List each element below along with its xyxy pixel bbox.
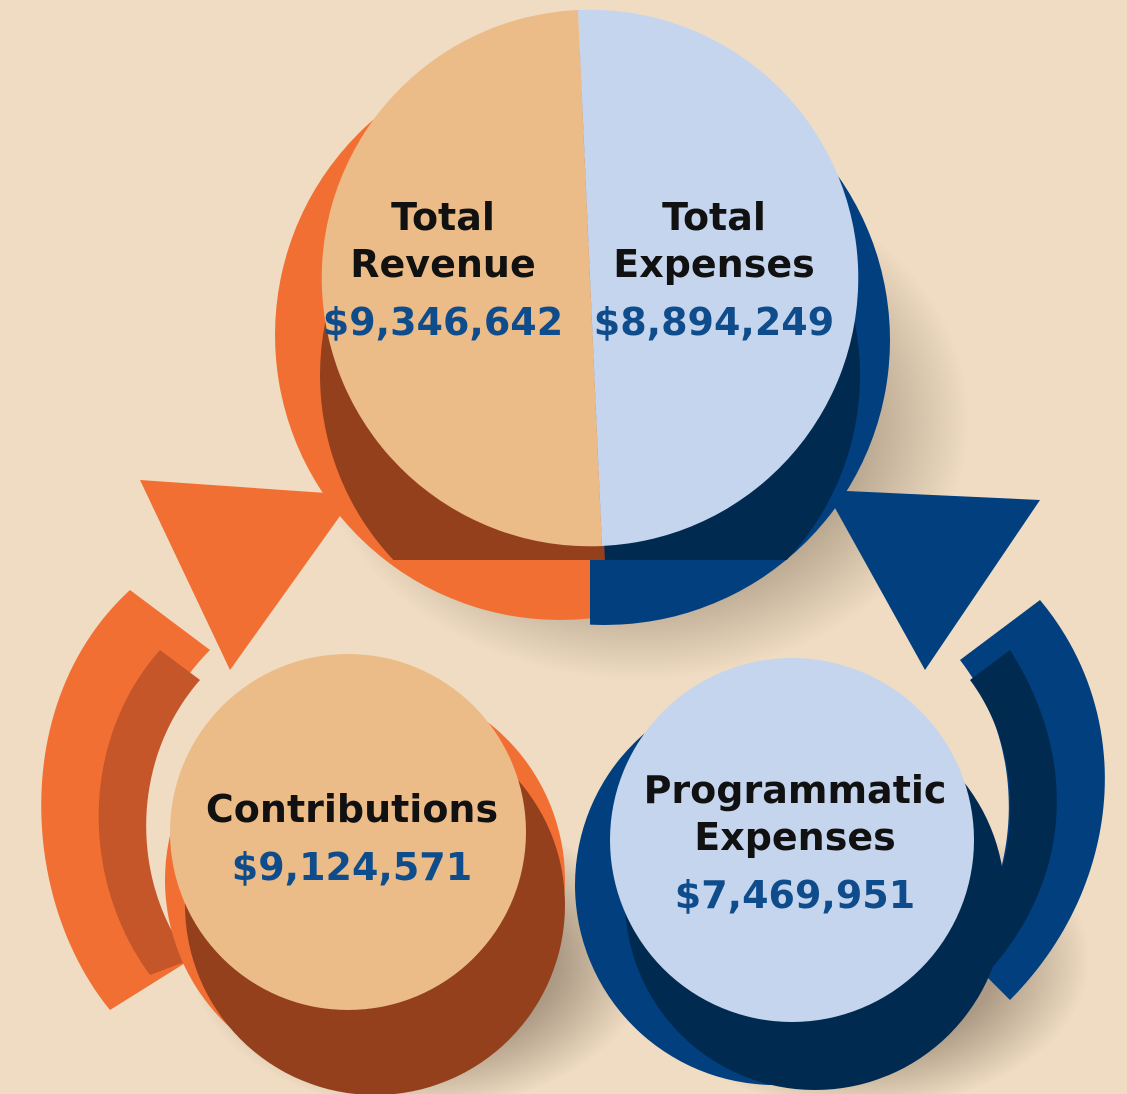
node-label: Total bbox=[391, 195, 495, 239]
node-label: Total bbox=[662, 195, 766, 239]
page: Total Revenue $9,346,642 Total Expenses … bbox=[0, 0, 1127, 1094]
diagram: Total Revenue $9,346,642 Total Expenses … bbox=[0, 0, 1127, 1094]
node-label: Expenses bbox=[694, 815, 896, 859]
contributions-circle bbox=[170, 654, 526, 1010]
node-amount: $9,346,642 bbox=[323, 300, 563, 344]
node-label: Contributions bbox=[206, 787, 498, 831]
node-label: Revenue bbox=[350, 242, 535, 286]
node-amount: $7,469,951 bbox=[675, 873, 915, 917]
node-label: Programmatic bbox=[644, 768, 947, 812]
node-amount: $9,124,571 bbox=[232, 845, 472, 889]
node-label: Expenses bbox=[613, 242, 815, 286]
node-amount: $8,894,249 bbox=[594, 300, 834, 344]
